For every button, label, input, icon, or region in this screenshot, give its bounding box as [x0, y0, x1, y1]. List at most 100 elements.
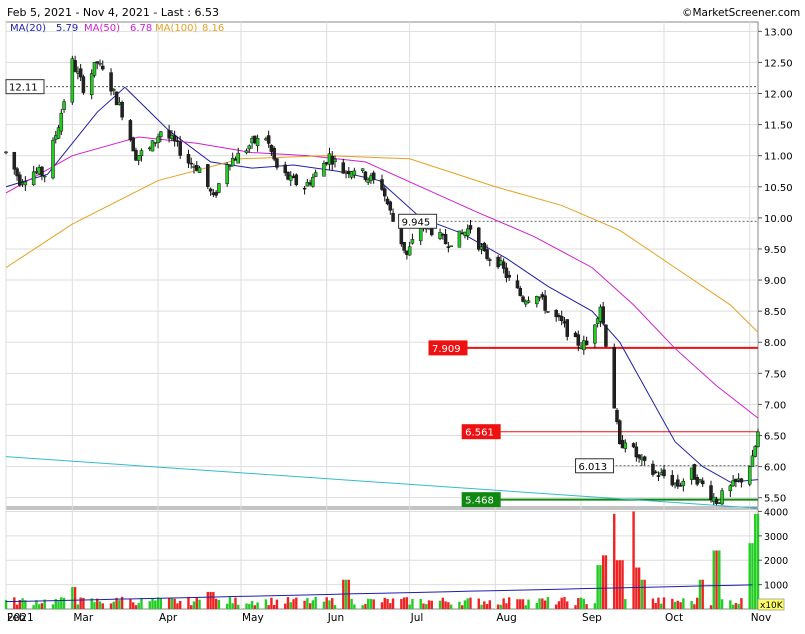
volume-bars [4, 511, 760, 609]
volume-bar [195, 597, 198, 609]
candle-up [623, 442, 628, 449]
volume-bar [322, 601, 326, 609]
volume-bar [289, 602, 292, 609]
volume-bar [579, 597, 583, 609]
candle-down [189, 162, 193, 165]
candle-down [73, 60, 77, 72]
volume-bar [217, 599, 221, 609]
candle-up [750, 455, 755, 467]
volume-bar [228, 597, 232, 609]
volume-bar [24, 600, 27, 609]
volume-bar [151, 598, 154, 609]
volume-bar [325, 597, 328, 609]
candle-down [515, 280, 520, 289]
x-tick-label: Nov [751, 612, 772, 624]
volume-bar [441, 597, 445, 609]
volume-bar [560, 597, 563, 609]
candle-down [15, 168, 19, 177]
level-label-box [5, 79, 45, 95]
volume-bar [366, 598, 370, 609]
volume-bar [701, 579, 704, 609]
candle-down [477, 227, 481, 250]
volume-bar [250, 600, 254, 609]
y-tick-label: 13.00 [764, 27, 793, 38]
x-tick-label: 2021 [7, 612, 34, 624]
volume-bar [601, 555, 605, 609]
volume-bar [640, 579, 644, 609]
level-label-box [575, 458, 615, 474]
level-label-box [428, 340, 468, 356]
candle-down [341, 162, 346, 174]
volume-bar [698, 579, 702, 609]
candle-up [98, 62, 102, 65]
y-tick-label: 9.00 [764, 276, 786, 287]
volume-bar [40, 603, 44, 609]
volume-bar [662, 597, 666, 609]
volume-bar [214, 598, 218, 609]
candle-down [275, 158, 279, 168]
candle-down [430, 227, 434, 236]
candle-up [289, 175, 293, 181]
volume-bar [159, 598, 163, 609]
volume-bar [364, 603, 367, 609]
x-tick-label: May [242, 612, 264, 624]
y-tick-label: 6.00 [764, 463, 786, 474]
candle-up [410, 239, 415, 244]
candle-down [601, 306, 605, 324]
candle-up [352, 170, 357, 176]
volume-bar [447, 602, 450, 609]
candle-down [208, 188, 213, 192]
x-tick-label: Apr [159, 612, 178, 624]
volume-bar [419, 599, 422, 609]
candle-up [731, 480, 735, 487]
candle-up [51, 139, 55, 179]
candle-down [554, 310, 558, 318]
y-tick-label: 5.50 [764, 494, 786, 505]
candle-down [206, 164, 210, 187]
candle-down [637, 454, 641, 459]
volume-bar [469, 597, 472, 609]
volume-bar [76, 604, 80, 609]
volume-bar [709, 605, 713, 609]
candle-down [518, 287, 522, 296]
trendline [5, 456, 759, 509]
legend-ma20-label: MA(20) [10, 23, 46, 34]
volume-bar [18, 599, 22, 609]
volume-bar [333, 605, 337, 609]
volume-bar [134, 605, 138, 609]
watermark: ©MarketScreener.com [682, 7, 800, 19]
candle-up [255, 138, 260, 146]
candle-up [247, 145, 252, 150]
candle-up [92, 62, 97, 76]
candle-down [371, 172, 376, 180]
candle-up [23, 181, 28, 186]
volume-bar [754, 513, 757, 609]
candle-up [753, 446, 757, 457]
candle-up [333, 158, 337, 163]
volume-bar [593, 603, 597, 609]
candle-down [443, 233, 448, 245]
volume-bar [118, 600, 121, 609]
volume-bar [516, 599, 519, 609]
y-tick-label: 8.00 [764, 338, 786, 349]
volume-bar [712, 550, 715, 609]
volume-bar [574, 605, 577, 609]
volume-bar [582, 598, 586, 609]
candle-down [485, 249, 489, 259]
volume-bar [460, 605, 464, 609]
candle-down [631, 443, 636, 448]
volume-tick-label: 2000 [764, 556, 788, 567]
volume-bar [129, 598, 132, 609]
candle-down [521, 296, 525, 302]
volume-bar [422, 603, 425, 609]
x-tick-label: Jun [327, 612, 344, 624]
x-tick-label: Sep [582, 612, 602, 624]
volume-bar [13, 597, 16, 609]
volume-bar [328, 600, 331, 609]
volume-bar [507, 597, 511, 609]
ma-line-ma100 [5, 155, 759, 333]
candle-down [468, 225, 473, 230]
volume-bar [557, 601, 561, 609]
candle-down [565, 319, 569, 337]
